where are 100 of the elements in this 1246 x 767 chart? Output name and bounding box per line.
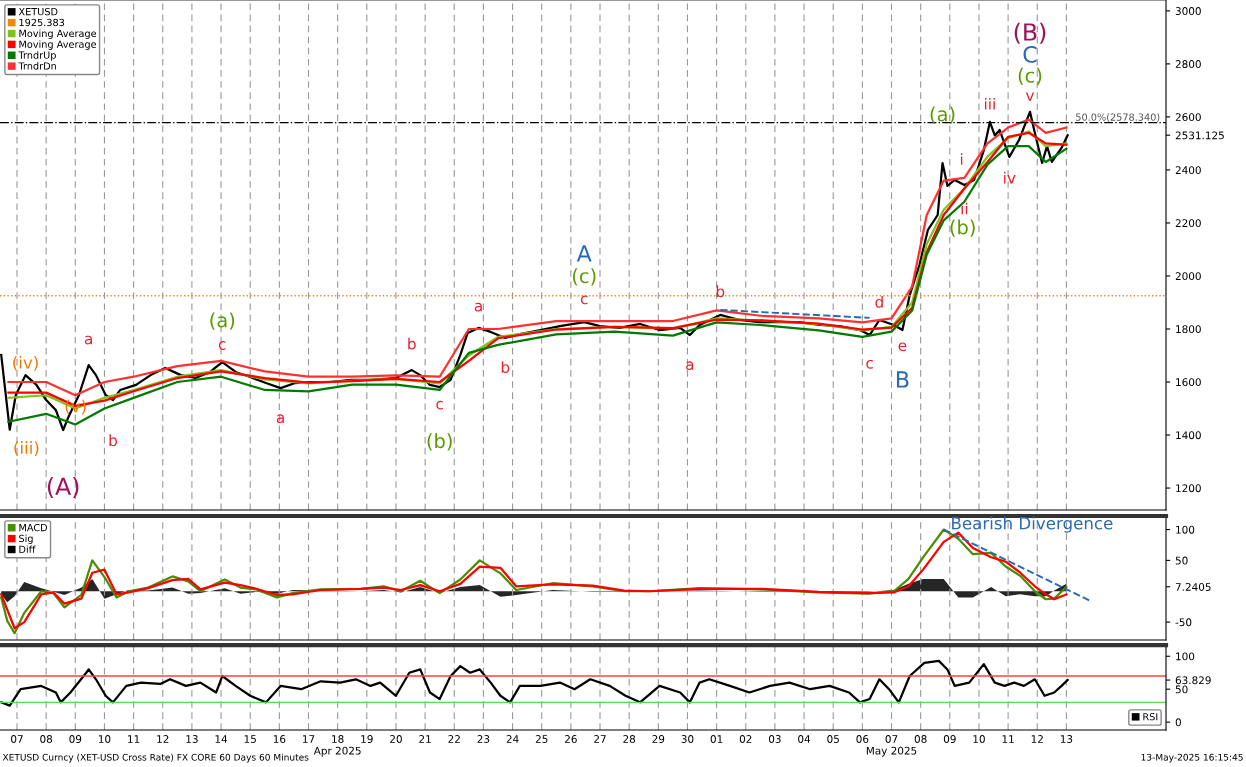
y-tick-label: 7.2405 <box>1175 583 1211 591</box>
annotation: a <box>84 335 92 345</box>
annotation: c <box>866 359 873 369</box>
x-tick-label: 10 <box>973 735 985 743</box>
annotation: (B) <box>1014 22 1046 44</box>
annotation: A <box>576 245 592 262</box>
y-tick-label: 100 <box>1176 525 1195 534</box>
x-tick-label: 08 <box>40 735 53 743</box>
legend-label: TrndrUp <box>18 51 56 61</box>
y-tick-label: 2400 <box>1175 166 1201 175</box>
annotation: iv <box>1004 171 1016 184</box>
x-tick-label: 11 <box>1002 735 1014 743</box>
y-tick-label: 1400 <box>1176 431 1201 440</box>
annotation: (b) <box>427 433 452 451</box>
annotation: C <box>1023 45 1037 63</box>
annotation: ii <box>961 202 968 215</box>
annotation: Bearish Divergence <box>952 516 1113 533</box>
legend-label: MACD <box>19 523 48 532</box>
y-tick-label: 1600 <box>1176 378 1201 387</box>
x-tick-label: 03 <box>768 735 781 743</box>
y-tick-label: 2200 <box>1175 219 1201 228</box>
text: 13-May-2025 16:15:45 <box>1141 753 1243 763</box>
annotation: iii <box>984 97 995 110</box>
annotation: (a) <box>930 106 955 124</box>
x-tick-label: 08 <box>914 735 927 743</box>
x-tick-label: 01 <box>710 735 723 743</box>
annotation: c <box>580 295 588 305</box>
x-tick-label: 23 <box>477 735 490 743</box>
y-tick-label: 3000 <box>1175 7 1201 15</box>
y-tick-label: 1800 <box>1176 325 1201 334</box>
legend-label: RSI <box>1143 713 1158 721</box>
x-tick-label: 07 <box>11 735 23 743</box>
annotation: a <box>276 414 284 424</box>
annotation: a <box>474 302 482 312</box>
legend-label: XETUSD <box>18 7 58 16</box>
x-tick-label: 10 <box>98 735 111 743</box>
legend-label: Moving Average <box>19 29 97 39</box>
x-tick-label: 17 <box>303 735 315 743</box>
annotation: c <box>218 341 226 350</box>
annotation: b <box>109 434 117 447</box>
annotation: (iii) <box>14 441 39 456</box>
annotation: b <box>501 361 510 373</box>
x-tick-label: 02 <box>739 735 752 743</box>
legend-label: Moving Average <box>19 40 97 50</box>
x-tick-label: 14 <box>215 735 228 743</box>
annotation: c <box>436 400 443 410</box>
x-tick-label: 05 <box>827 735 839 743</box>
y-tick-label: 2800 <box>1175 60 1201 68</box>
legend-label: Sig <box>19 534 33 545</box>
annotation: i <box>960 153 963 165</box>
y-tick-label: 50 <box>1175 556 1188 565</box>
x-tick-label: 04 <box>798 735 811 743</box>
x-tick-label: 18 Apr 2025 <box>313 735 361 757</box>
annotation: (v) <box>65 399 86 415</box>
x-tick-label: 25 <box>535 735 548 743</box>
x-tick-label: 13 <box>186 735 198 743</box>
ref-line-label: 50.0%(2578.340) <box>1076 113 1160 122</box>
line-series <box>0 659 1069 707</box>
annotation: (A) <box>47 476 79 498</box>
x-tick-label: 12 <box>1031 735 1043 743</box>
annotation: B <box>897 371 909 388</box>
x-tick-label: 30 <box>681 735 694 743</box>
y-tick-label: 63.829 <box>1175 676 1211 685</box>
x-tick-label: 27 <box>594 735 606 743</box>
annotation: v <box>1025 92 1035 101</box>
x-tick-label: 11 <box>128 735 140 743</box>
y-tick-label: 50 <box>1175 685 1188 694</box>
annotation: (c) <box>572 268 596 286</box>
annotation: (a) <box>210 312 235 330</box>
x-tick-label: 26 <box>564 735 577 743</box>
legend-label: Diff <box>19 545 36 553</box>
annotation: (c) <box>1018 67 1042 86</box>
y-tick-label: 1200 <box>1176 484 1201 493</box>
x-tick-label: 24 <box>506 735 519 743</box>
annotation: e <box>898 342 907 352</box>
y-tick-label: 2000 <box>1175 272 1201 281</box>
x-tick-label: 20 <box>390 735 402 743</box>
x-tick-label: 29 <box>652 735 665 743</box>
annotation: (iv) <box>13 355 38 371</box>
y-tick-label: 0 <box>1175 718 1181 727</box>
annotation: (b) <box>950 219 975 237</box>
y-tick-label: 100 <box>1176 652 1195 661</box>
y-tick-label: -50 <box>1175 618 1192 627</box>
y-tick-label: 2600 <box>1175 113 1201 122</box>
x-tick-label: 09 <box>943 735 956 743</box>
annotation: b <box>408 337 416 350</box>
x-tick-label: 21 <box>419 735 431 743</box>
x-tick-label: 09 <box>69 735 82 743</box>
x-tick-label: 13 <box>1060 735 1073 743</box>
x-tick-label: 28 <box>623 735 636 743</box>
x-tick-label: 15 <box>244 735 256 743</box>
annotation: b <box>716 285 725 298</box>
x-tick-label: 12 <box>157 735 169 743</box>
x-tick-label: 19 <box>361 735 373 743</box>
legend-label: TrndrDn <box>18 62 56 70</box>
annotation: a <box>686 361 694 371</box>
x-tick-label: 22 <box>448 735 460 743</box>
y-tick-label: 2531.125 <box>1175 131 1224 140</box>
annotation: d <box>875 295 883 308</box>
legend-label: 1925.383 <box>19 18 65 27</box>
